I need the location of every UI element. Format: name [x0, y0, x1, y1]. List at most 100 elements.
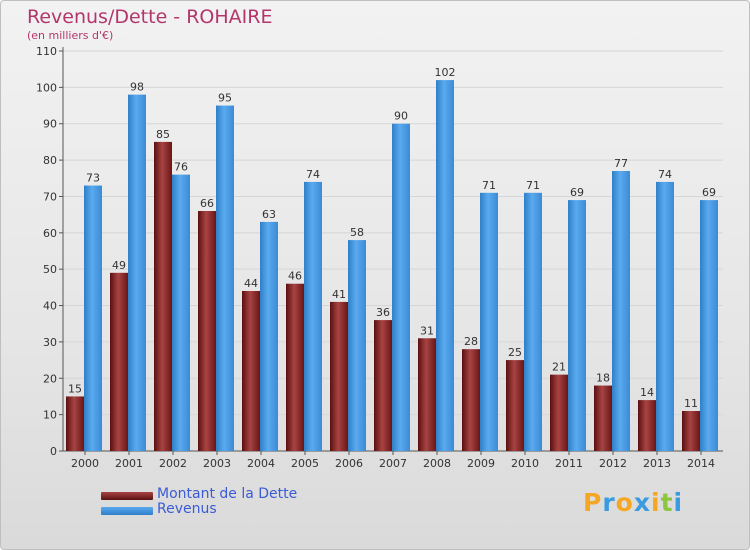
bar-revenue [568, 200, 586, 451]
y-tick-label: 80 [43, 154, 57, 167]
x-tick-label: 2012 [599, 457, 627, 470]
data-label-debt: 15 [68, 382, 82, 395]
y-tick-label: 30 [43, 336, 57, 349]
data-label-revenue: 90 [394, 110, 408, 123]
bars [66, 80, 718, 452]
bar-revenue [304, 181, 322, 451]
bar-debt [638, 400, 656, 451]
data-label-revenue: 102 [435, 66, 456, 79]
bar-debt [418, 338, 436, 451]
x-tick-label: 2008 [423, 457, 451, 470]
bar-debt [66, 396, 84, 451]
legend-swatch-revenue [101, 507, 153, 515]
x-tick-label: 2009 [467, 457, 495, 470]
y-tick-label: 60 [43, 227, 57, 240]
data-label-debt: 14 [640, 386, 654, 399]
data-label-debt: 85 [156, 128, 170, 141]
data-label-debt: 21 [552, 361, 566, 374]
x-tick-label: 2011 [555, 457, 583, 470]
y-tick-label: 100 [36, 81, 57, 94]
data-label-revenue: 74 [306, 168, 320, 181]
y-tick-label: 10 [43, 409, 57, 422]
bar-debt [550, 374, 568, 451]
x-tick-label: 2003 [203, 457, 231, 470]
bar-revenue [436, 80, 454, 451]
data-label-revenue: 69 [570, 186, 584, 199]
axes: 0 10 20 30 40 50 60 70 80 90 100 110 2000 2001 2002 200… [36, 45, 723, 470]
data-label-revenue: 98 [130, 81, 144, 94]
bar-debt [110, 272, 128, 451]
data-label-debt: 36 [376, 306, 390, 319]
bar-debt [506, 360, 524, 451]
data-label-debt: 18 [596, 372, 610, 385]
y-tick-label: 0 [50, 445, 57, 458]
y-tick-label: 90 [43, 118, 57, 131]
bar-debt [594, 385, 612, 451]
data-label-revenue: 95 [218, 92, 232, 105]
logo-letter: o [615, 488, 634, 517]
bar-debt [682, 411, 700, 451]
data-label-debt: 66 [200, 197, 214, 210]
y-tick-label: 40 [43, 300, 57, 313]
logo-letter: t [660, 488, 674, 517]
bar-debt [198, 211, 216, 451]
chart-title: Revenus/Dette - ROHAIRE [27, 6, 273, 28]
data-label-debt: 44 [244, 277, 258, 290]
bar-revenue [392, 123, 410, 452]
bar-revenue [216, 105, 234, 451]
bar-revenue [84, 185, 102, 451]
bar-revenue [656, 181, 674, 451]
proxiti-logo: Proxiti [583, 488, 683, 517]
y-tick-label: 20 [43, 372, 57, 385]
data-label-revenue: 63 [262, 208, 276, 221]
data-label-revenue: 71 [526, 179, 540, 192]
legend-swatch-debt [101, 492, 153, 500]
data-label-debt: 11 [684, 397, 698, 410]
bar-revenue [172, 174, 190, 452]
logo-letter: i [651, 488, 661, 517]
data-label-debt: 31 [420, 324, 434, 337]
logo-letter: x [633, 488, 651, 517]
x-tick-label: 2007 [379, 457, 407, 470]
bar-revenue [700, 200, 718, 451]
data-label-revenue: 58 [350, 226, 364, 239]
bar-revenue [128, 94, 146, 452]
bar-revenue [480, 192, 498, 451]
data-label-debt: 28 [464, 335, 478, 348]
legend-label-revenue: Revenus [157, 501, 217, 517]
data-label-revenue: 77 [614, 157, 628, 170]
x-tick-label: 2002 [159, 457, 187, 470]
data-labels: 15 73 49 98 85 76 66 95 44 63 46 74 41 58 36 90 31 102 28 7… [68, 66, 716, 410]
bar-debt [330, 301, 348, 451]
bar-debt [374, 320, 392, 451]
bar-debt [242, 291, 260, 451]
logo-letter: r [602, 488, 616, 517]
y-tick-label: 50 [43, 263, 57, 276]
data-label-debt: 49 [112, 259, 126, 272]
data-label-revenue: 74 [658, 168, 672, 181]
x-tick-label: 2013 [643, 457, 671, 470]
bar-debt [154, 141, 172, 451]
bar-debt [462, 349, 480, 451]
data-label-debt: 46 [288, 270, 302, 283]
bar-revenue [612, 171, 630, 451]
legend-label-debt: Montant de la Dette [157, 486, 298, 502]
data-label-revenue: 69 [702, 186, 716, 199]
data-label-revenue: 73 [86, 172, 100, 185]
logo-letter: P [583, 488, 603, 517]
data-label-revenue: 76 [174, 161, 188, 174]
y-tick-label: 70 [43, 190, 57, 203]
x-tick-label: 2004 [247, 457, 275, 470]
x-tick-label: 2006 [335, 457, 363, 470]
x-tick-label: 2014 [687, 457, 715, 470]
x-tick-label: 2010 [511, 457, 539, 470]
data-label-debt: 25 [508, 346, 522, 359]
data-label-revenue: 71 [482, 179, 496, 192]
x-tick-label: 2000 [71, 457, 99, 470]
x-tick-label: 2001 [115, 457, 143, 470]
logo-letter: i [673, 488, 684, 517]
data-label-debt: 41 [332, 288, 346, 301]
bar-revenue [524, 192, 542, 451]
